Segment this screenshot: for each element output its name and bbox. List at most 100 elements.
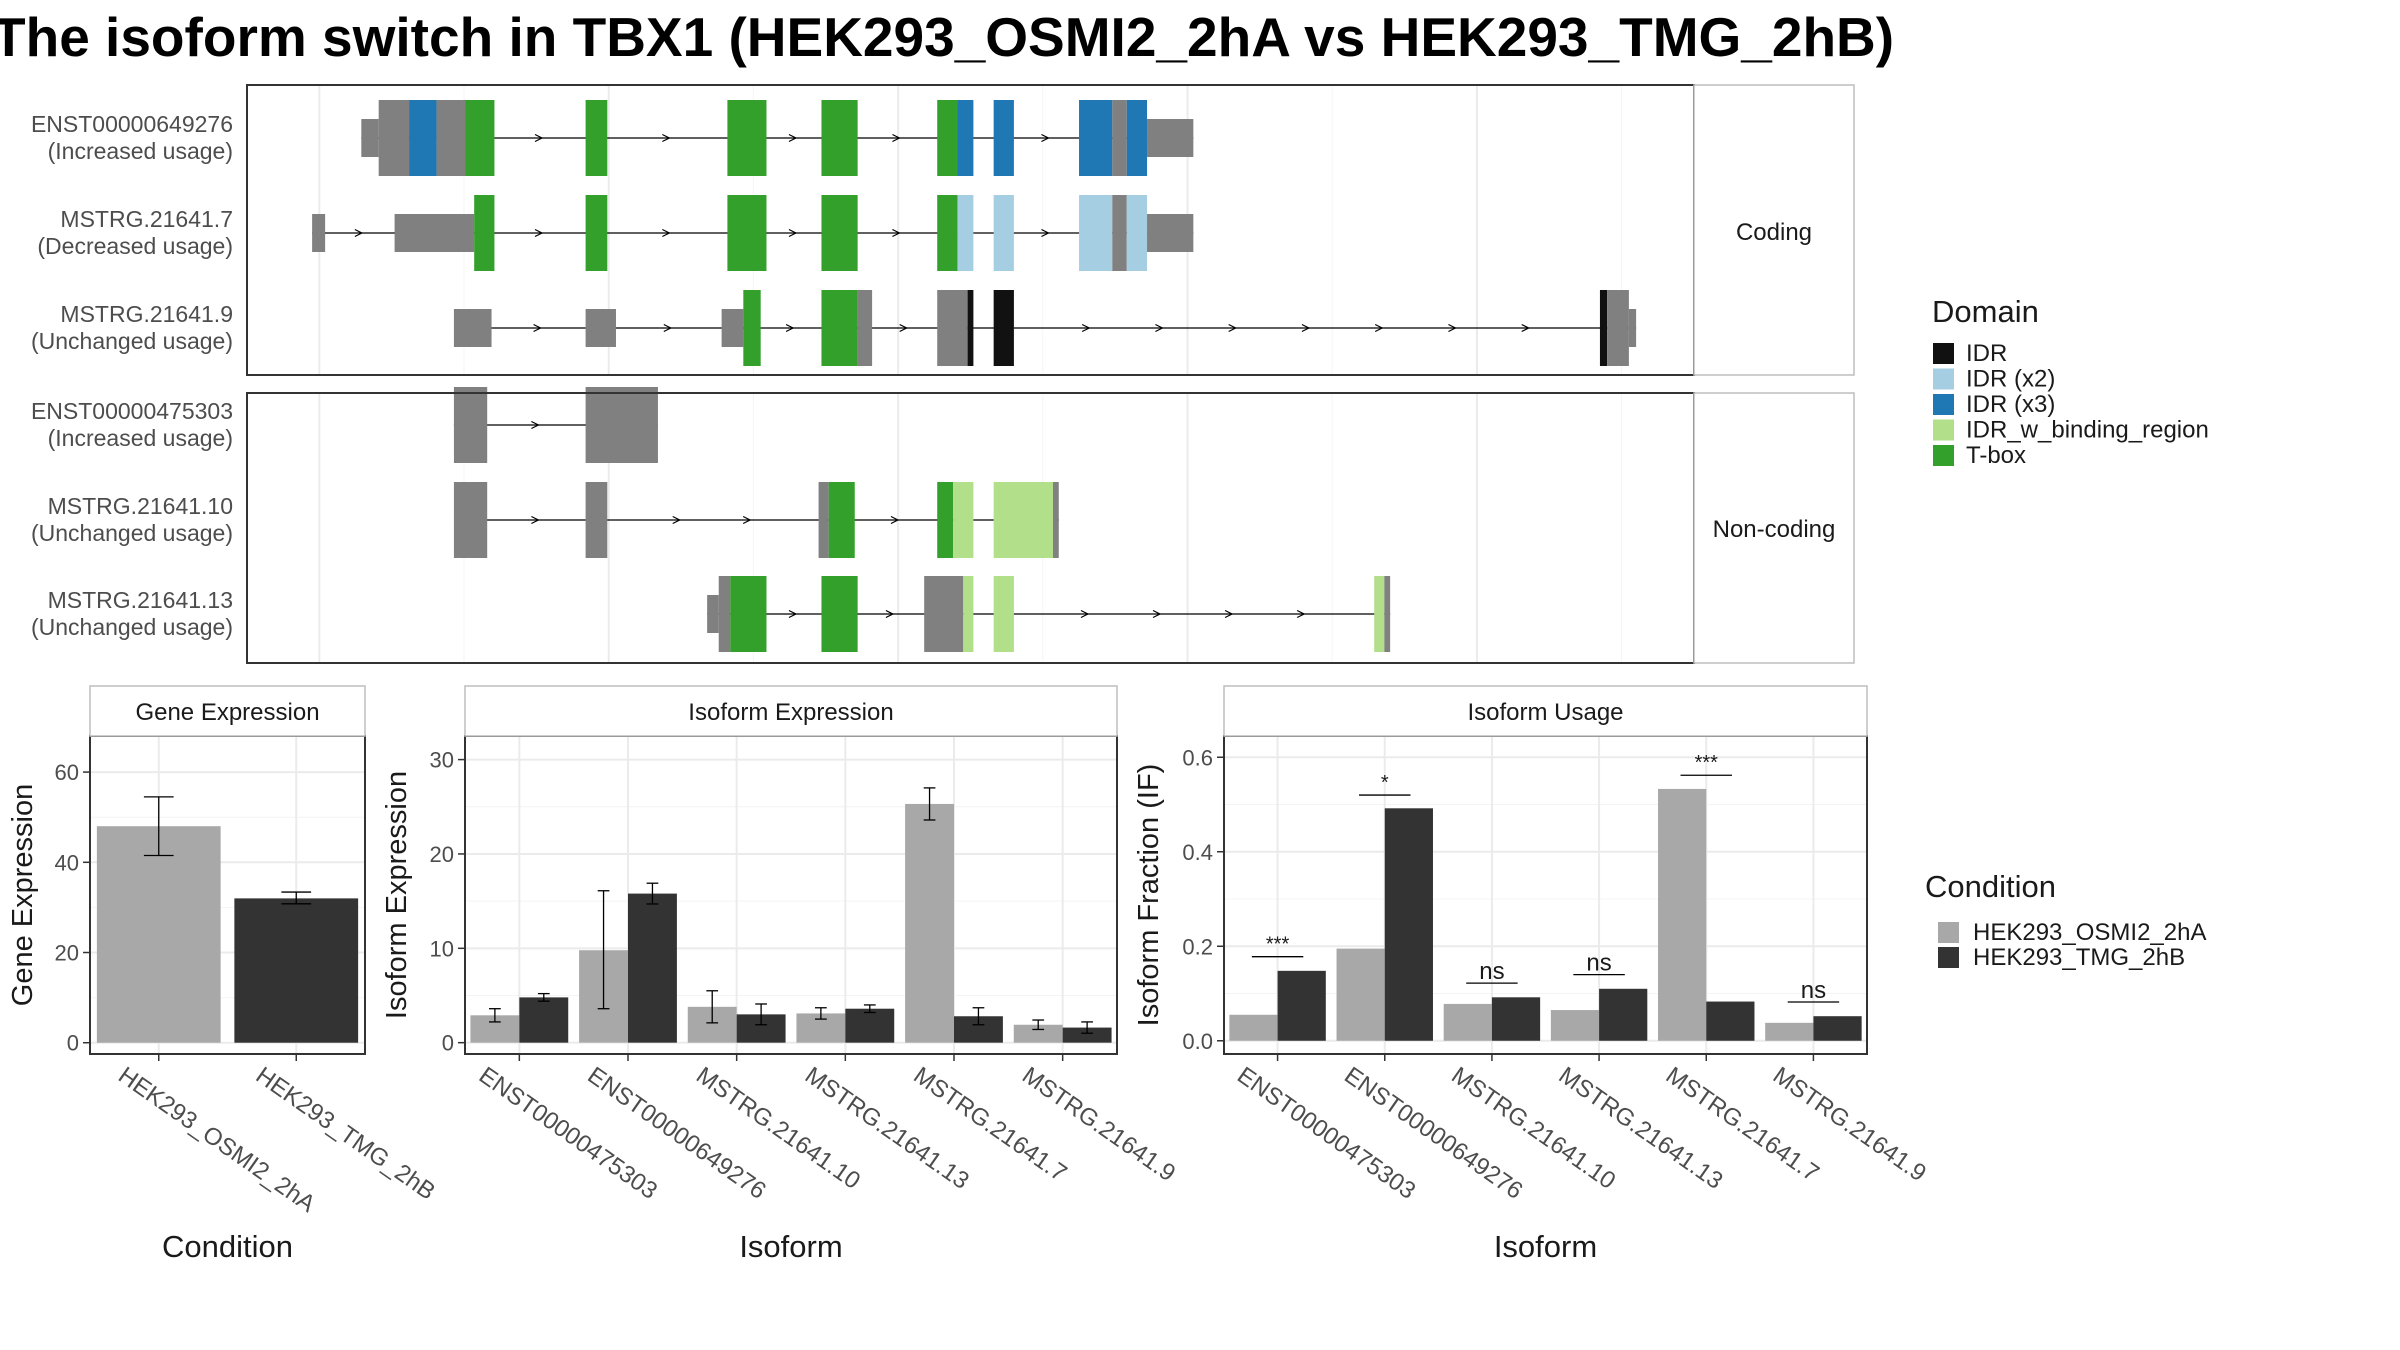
strand-arrow <box>531 515 540 525</box>
strand-arrow <box>1374 323 1384 333</box>
condition-legend-key <box>1938 922 1959 943</box>
exon-block <box>953 482 974 558</box>
plot-background <box>465 736 1117 1054</box>
domain-legend-item: IDR_w_binding_region <box>1966 417 2209 444</box>
strip-background <box>464 685 1118 737</box>
exon-block <box>394 214 475 252</box>
transcript-ENST00000649276: ENST00000649276(Increased usage) <box>31 100 1194 176</box>
exon-block <box>718 576 731 652</box>
domain-legend-key <box>1933 368 1954 390</box>
y-tick-label: 0.0 <box>1182 1029 1213 1054</box>
strand-arrow <box>672 515 682 525</box>
strand-arrow <box>788 228 798 238</box>
transcript-usage-label: (Decreased usage) <box>37 233 233 259</box>
exon-block <box>821 195 858 271</box>
transcript-MSTRG.21641.10: MSTRG.21641.10(Unchanged usage) <box>31 482 1059 558</box>
domain-legend-item: T-box <box>1966 442 2026 469</box>
strand-arrow <box>1041 133 1050 143</box>
exon-block <box>857 290 873 366</box>
exon-block <box>727 100 767 176</box>
y-tick-label: 60 <box>55 760 79 785</box>
bar <box>1062 1027 1112 1043</box>
strand-arrow <box>785 323 795 333</box>
exon-block <box>378 100 410 176</box>
transcript-usage-label: (Increased usage) <box>48 425 233 451</box>
exon-block <box>1147 119 1194 157</box>
domain-legend-key <box>1933 343 1954 364</box>
exon-block <box>993 290 1014 366</box>
strand-arrow <box>890 515 900 525</box>
exon-block <box>1384 576 1391 652</box>
exon-block <box>1147 214 1194 252</box>
domain-legend-key <box>1933 394 1954 415</box>
figure-title: The isoform switch in TBX1 (HEK293_OSMI2… <box>0 6 1894 68</box>
coding-strip-label: Coding <box>1736 219 1812 246</box>
exon-block <box>957 100 974 176</box>
significance-label: ns <box>1586 950 1611 977</box>
y-tick-label: 0.6 <box>1182 745 1213 770</box>
exon-block <box>453 387 488 463</box>
exon-block <box>1112 100 1127 176</box>
transcript-usage-label: (Unchanged usage) <box>31 520 233 546</box>
transcript-MSTRG.21641.13: MSTRG.21641.13(Unchanged usage) <box>31 576 1391 652</box>
strand-arrow <box>1228 323 1238 333</box>
exon-block <box>821 290 858 366</box>
bar <box>1658 788 1707 1041</box>
domain-legend-title: Domain <box>1932 294 2039 329</box>
transcript-MSTRG.21641.9: MSTRG.21641.9(Unchanged usage) <box>31 290 1637 366</box>
x-tick-label: ENST00000649276 <box>583 1062 771 1205</box>
strand-arrow <box>1296 609 1306 619</box>
y-tick-label: 0.2 <box>1182 934 1213 959</box>
bar <box>1599 988 1648 1041</box>
exon-block <box>727 195 767 271</box>
exon-block <box>993 482 1053 558</box>
exon-block <box>465 100 495 176</box>
domain-legend-item: IDR (x3) <box>1966 391 2055 418</box>
exon-block <box>743 290 761 366</box>
significance-label: ns <box>1801 977 1826 1004</box>
exon-block <box>361 119 379 157</box>
y-tick-label: 10 <box>430 936 454 961</box>
exon-block <box>1079 100 1113 176</box>
strip-title: Isoform Usage <box>1467 699 1623 726</box>
exon-block <box>937 482 954 558</box>
strand-arrow <box>1041 228 1050 238</box>
exon-block <box>730 576 767 652</box>
exon-block <box>924 576 964 652</box>
exon-block <box>828 482 855 558</box>
bar <box>905 803 954 1043</box>
exon-block <box>1599 290 1608 366</box>
exon-block <box>818 482 829 558</box>
x-axis-label: Isoform <box>739 1229 842 1264</box>
strand-arrow <box>663 323 673 333</box>
exon-block <box>474 195 495 271</box>
exon-block <box>436 100 466 176</box>
transcript-usage-label: (Unchanged usage) <box>31 328 233 354</box>
bar <box>1277 970 1326 1041</box>
exon-block <box>993 100 1014 176</box>
bar <box>519 997 569 1043</box>
isoform-expression-chart: Isoform Expression 0 10 20 30 Isoform Express… <box>381 685 1180 1264</box>
bar <box>234 898 359 1043</box>
plot-background <box>1224 736 1867 1054</box>
strand-arrow <box>662 133 671 143</box>
transcript-usage-label: (Increased usage) <box>48 138 233 164</box>
exon-block <box>409 100 437 176</box>
bar <box>1491 997 1541 1041</box>
bar <box>1229 1014 1278 1041</box>
exon-block <box>453 309 492 347</box>
domain-legend-item: IDR <box>1966 340 2007 367</box>
y-tick-label: 20 <box>55 941 79 966</box>
strand-arrow <box>1152 609 1162 619</box>
strand-arrow <box>534 133 544 143</box>
significance-label: * <box>1381 772 1389 794</box>
significance-label: *** <box>1695 752 1719 774</box>
exon-block <box>312 214 326 252</box>
y-tick-label: 30 <box>430 748 454 773</box>
strand-arrow <box>892 228 901 238</box>
strand-arrow <box>742 515 752 525</box>
